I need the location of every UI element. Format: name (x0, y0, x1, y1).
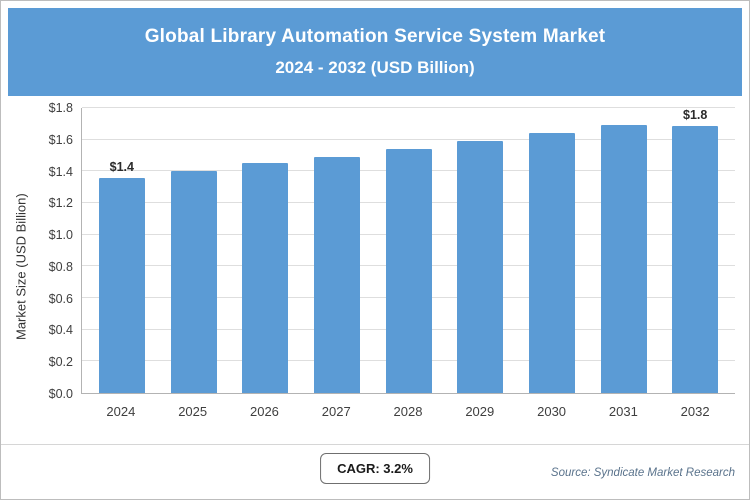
chart-main: $0.0 $0.2 $0.4 $0.6 $0.8 $1.0 $1.2 $1.4 $1.6 $1.8… (33, 101, 735, 426)
bar-group-2028 (373, 108, 445, 393)
y-tick-label: $0.8 (48, 259, 73, 274)
bar-value-label-2024: $1.4 (109, 159, 134, 174)
y-tick-label: $0.4 (48, 323, 73, 338)
bar-group-2032: $1.8 (659, 108, 731, 393)
x-axis: 2024 2025 2026 2027 2028 2029 2030 2031 2032 (33, 394, 735, 426)
y-tick-label: $1.6 (48, 132, 73, 147)
source-text: Source: Syndicate Market Research (550, 467, 735, 479)
y-tick-label: $0.2 (48, 355, 73, 370)
bar-2026 (242, 163, 289, 393)
bar-group-2029 (444, 108, 516, 393)
plot-row: $0.0 $0.2 $0.4 $0.6 $0.8 $1.0 $1.2 $1.4 $1.6 $1.8… (33, 101, 735, 401)
chart-subtitle: 2024 - 2032 (USD Billion) (275, 58, 475, 77)
bar-2030 (528, 133, 575, 393)
bar-group-2027 (301, 108, 373, 393)
x-tick-label-2025: 2025 (178, 404, 208, 419)
bar-group-2030 (516, 108, 588, 393)
x-tick-label-2027: 2027 (321, 404, 351, 419)
bar-2029 (457, 141, 504, 393)
x-tick-label-2028: 2028 (393, 404, 423, 419)
bar-group-2024: $1.4 (86, 108, 158, 393)
x-tick-label-2032: 2032 (680, 404, 710, 419)
bar-2028 (385, 149, 432, 393)
bar-2032 (672, 126, 719, 393)
header-banner: Global Library Automation Service System… (8, 8, 742, 96)
x-tick-label-2029: 2029 (465, 404, 495, 419)
spacer (1, 426, 749, 444)
bar-2024 (98, 177, 145, 393)
gridline (82, 107, 735, 108)
chart-title: Global Library Automation Service System… (144, 26, 606, 47)
chart-section: Market Size (USD Billion) $0.0 $0.2 $0.4 $0… (1, 101, 749, 426)
x-axis-labels: 2024 2025 2026 2027 2028 2029 2030 2031 2032 (81, 394, 735, 426)
y-tick-label: $1.0 (48, 228, 73, 243)
plot-area: $1.4 $1.8 (81, 107, 735, 394)
x-tick-label-2026: 2026 (249, 404, 279, 419)
gridline (82, 138, 735, 140)
bar-value-label-2032: $1.8 (683, 108, 708, 122)
bar-2031 (600, 125, 647, 393)
x-tick-label-2030: 2030 (537, 404, 567, 419)
bar-group-2025 (158, 108, 230, 393)
cagr-badge: CAGR: 3.2% (320, 453, 430, 484)
y-tick-label: $1.2 (48, 196, 73, 211)
y-tick-label: $0.0 (48, 387, 73, 401)
y-tick-label: $1.8 (48, 101, 73, 115)
y-tick-label: $0.6 (48, 291, 73, 306)
y-axis-ticks: $0.0 $0.2 $0.4 $0.6 $0.8 $1.0 $1.2 $1.4 $1.6 $1.8 (33, 101, 81, 401)
x-tick-label-2024: 2024 (106, 404, 136, 419)
bar-2027 (313, 157, 360, 393)
bar-group-2026 (229, 108, 301, 393)
bar-2025 (170, 171, 217, 393)
footer: CAGR: 3.2% Source: Syndicate Market Rese… (1, 444, 749, 499)
y-axis-title: Market Size (USD Billion) (13, 193, 29, 341)
bars-row: $1.4 $1.8 (82, 108, 735, 393)
y-tick-label: $1.4 (48, 164, 73, 179)
x-tick-label-2031: 2031 (608, 404, 638, 419)
bar-group-2031 (588, 108, 660, 393)
